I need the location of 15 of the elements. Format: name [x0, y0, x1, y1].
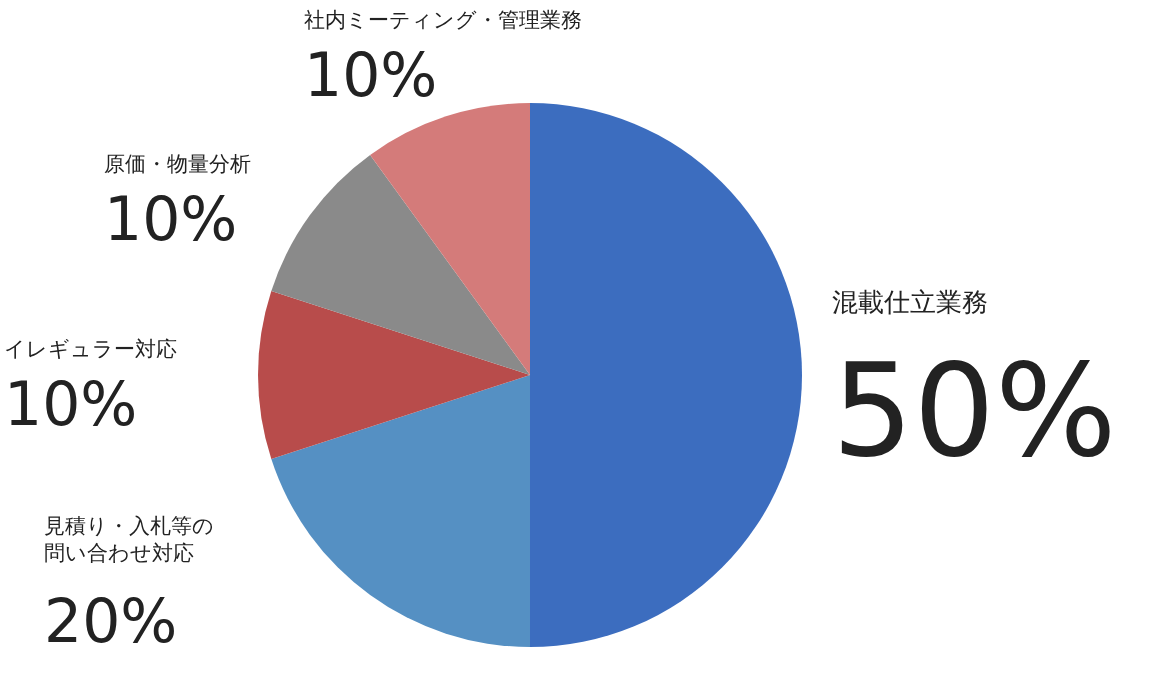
pie-slice [271, 375, 530, 647]
pie-slice [258, 290, 530, 460]
slice-label: 見積り・入札等の問い合わせ対応 [44, 514, 214, 566]
slice-label: イレギュラー対応 [4, 337, 177, 361]
pie-slice [271, 154, 530, 375]
pie-slice [370, 103, 530, 375]
data-label: 20% [44, 586, 178, 656]
data-label: 10% [304, 40, 438, 110]
data-label: 10% [104, 184, 238, 254]
slice-label: 社内ミーティング・管理業務 [304, 8, 582, 32]
slice-label: 原価・物量分析 [104, 152, 251, 176]
pie-slice [530, 103, 802, 647]
data-label: 10% [4, 369, 138, 439]
slice-label: 混載仕立業務 [832, 287, 988, 317]
data-label: 50% [832, 336, 1117, 485]
